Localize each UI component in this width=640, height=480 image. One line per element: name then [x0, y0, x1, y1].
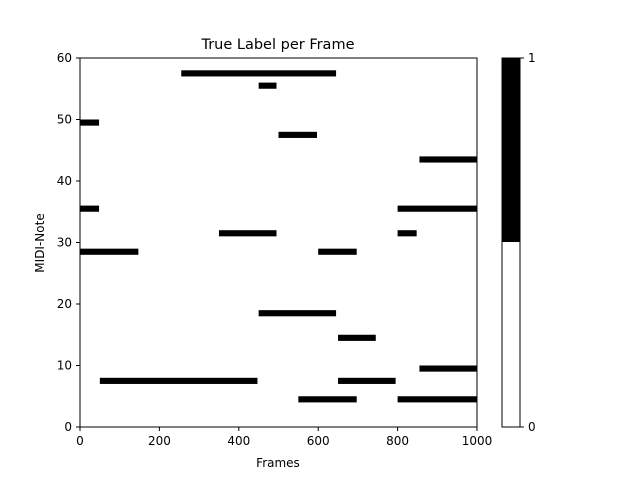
note-segment: [80, 248, 139, 255]
y-axis-label: MIDI-Note: [33, 213, 47, 272]
colorbar-tick-label-low: 0: [528, 420, 536, 434]
colorbar-frame: [501, 57, 521, 428]
note-segment: [80, 119, 100, 126]
colorbar-low-region: [502, 242, 520, 427]
note-segment: [99, 377, 258, 384]
note-segment: [397, 230, 417, 237]
plot-area: [79, 57, 478, 428]
note-segment: [338, 377, 396, 384]
x-axis-label: Frames: [256, 456, 300, 470]
plot-background: [80, 58, 477, 427]
note-segment: [298, 396, 357, 403]
x-tick-label: 600: [307, 434, 330, 448]
note-segment: [80, 205, 100, 212]
x-tick-label: 200: [148, 434, 171, 448]
note-segment: [218, 230, 277, 237]
y-tick-label: 0: [64, 420, 72, 434]
colorbar-high-region: [502, 58, 520, 242]
x-tick-label: 1000: [462, 434, 493, 448]
note-segment: [181, 70, 337, 77]
note-segment: [338, 334, 376, 341]
note-segment: [397, 396, 477, 403]
note-segments: [80, 70, 477, 403]
note-segment: [258, 82, 277, 89]
y-axis-ticks: 0 10 20 30 40 50 60: [57, 51, 80, 434]
colorbar-tick-label-high: 1: [528, 51, 536, 65]
y-tick-label: 60: [57, 51, 72, 65]
note-segment: [258, 310, 337, 317]
y-tick-label: 30: [57, 236, 72, 250]
y-tick-label: 40: [57, 174, 72, 188]
note-segment: [419, 156, 477, 163]
note-segment: [419, 365, 477, 372]
y-tick-label: 10: [57, 359, 72, 373]
note-segment: [278, 131, 318, 138]
x-tick-label: 800: [386, 434, 409, 448]
x-axis-ticks: 0 200 400 600 800 1000: [76, 427, 492, 448]
note-segment: [318, 248, 357, 255]
x-tick-label: 400: [227, 434, 250, 448]
chart-title: True Label per Frame: [200, 37, 354, 53]
x-tick-label: 0: [76, 434, 84, 448]
colorbar: 1 0: [501, 51, 536, 434]
note-segment: [397, 205, 477, 212]
y-tick-label: 50: [57, 113, 72, 127]
y-tick-label: 20: [57, 297, 72, 311]
